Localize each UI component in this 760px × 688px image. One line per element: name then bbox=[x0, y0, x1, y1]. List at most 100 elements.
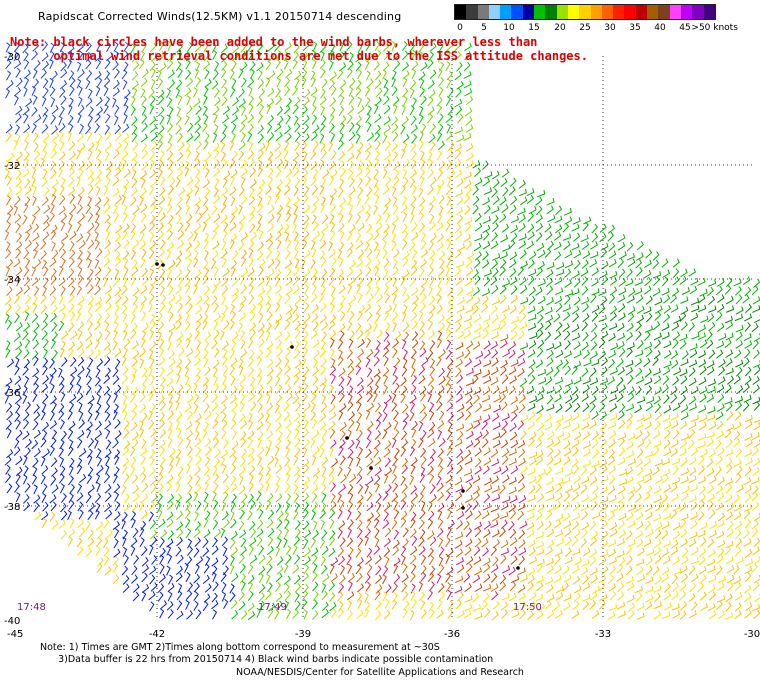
wind-barb bbox=[69, 52, 74, 63]
wind-barb bbox=[149, 104, 155, 115]
wind-barb bbox=[374, 285, 380, 296]
wind-barb bbox=[598, 556, 607, 566]
wind-barb bbox=[383, 284, 389, 295]
wind-barb bbox=[400, 275, 406, 286]
wind-barb bbox=[338, 392, 345, 403]
wind-barb bbox=[427, 113, 434, 124]
wind-barb bbox=[123, 554, 129, 565]
wind-barb bbox=[357, 429, 363, 440]
wind-barb bbox=[681, 287, 690, 295]
wind-barb bbox=[429, 257, 435, 268]
wind-barb bbox=[391, 142, 398, 153]
wind-barb bbox=[167, 168, 174, 179]
wind-barb bbox=[24, 401, 31, 412]
wind-barb bbox=[185, 358, 192, 369]
wind-barb bbox=[562, 323, 570, 333]
wind-barb bbox=[429, 213, 435, 224]
wind-barb bbox=[347, 283, 353, 294]
wind-barb bbox=[645, 402, 653, 412]
wind-barb bbox=[130, 230, 136, 241]
wind-barb bbox=[293, 43, 300, 54]
wind-barb bbox=[383, 78, 389, 89]
wind-barb bbox=[411, 287, 419, 297]
wind-barb bbox=[257, 113, 264, 124]
wind-barb bbox=[221, 591, 227, 602]
wind-barb bbox=[150, 204, 157, 215]
wind-barb bbox=[229, 365, 236, 376]
wind-barb bbox=[221, 285, 229, 296]
wind-barb bbox=[293, 231, 299, 242]
wind-barb bbox=[717, 322, 725, 332]
wind-barb bbox=[220, 312, 226, 323]
wind-barb bbox=[139, 170, 148, 180]
wind-barb bbox=[283, 104, 291, 115]
wind-barb bbox=[655, 411, 662, 421]
wind-barb bbox=[752, 466, 760, 476]
wind-barb bbox=[184, 383, 192, 394]
wind-barb bbox=[680, 492, 689, 502]
wind-barb bbox=[447, 412, 454, 423]
wind-barb bbox=[177, 94, 183, 105]
contamination-marker bbox=[516, 566, 520, 570]
wind-barb bbox=[555, 585, 564, 594]
wind-barb bbox=[175, 177, 181, 188]
wind-barb bbox=[184, 403, 192, 413]
wind-barb bbox=[717, 303, 725, 313]
wind-barb bbox=[662, 556, 671, 565]
wind-barb bbox=[374, 590, 381, 601]
wind-barb bbox=[438, 250, 446, 261]
wind-barb bbox=[265, 330, 271, 341]
wind-barb bbox=[76, 221, 82, 232]
contamination-marker bbox=[161, 263, 165, 267]
wind-barb bbox=[202, 178, 211, 189]
wind-barb bbox=[67, 186, 76, 196]
wind-barb bbox=[284, 159, 289, 170]
wind-barb bbox=[374, 430, 382, 440]
wind-barb bbox=[517, 440, 526, 449]
wind-barb bbox=[607, 611, 616, 620]
wind-barb bbox=[13, 205, 19, 216]
wind-barb bbox=[446, 430, 453, 441]
wind-barb bbox=[302, 476, 310, 486]
wind-barb bbox=[392, 161, 401, 171]
wind-barb bbox=[267, 214, 275, 224]
wind-barb bbox=[338, 583, 345, 594]
wind-barb bbox=[635, 385, 642, 396]
wind-barb bbox=[481, 288, 490, 297]
wind-barb bbox=[139, 187, 147, 198]
wind-barb bbox=[213, 473, 220, 484]
wind-barb bbox=[688, 359, 698, 368]
wind-barb bbox=[745, 303, 752, 314]
wind-barb bbox=[564, 250, 573, 259]
wind-barb bbox=[402, 304, 408, 315]
wind-barb bbox=[23, 349, 30, 359]
wind-barb bbox=[537, 386, 545, 396]
legend-swatch bbox=[534, 5, 546, 19]
wind-barb bbox=[133, 554, 140, 565]
wind-barb bbox=[158, 518, 166, 528]
wind-barb bbox=[465, 394, 473, 404]
wind-barb bbox=[31, 350, 39, 360]
wind-barb bbox=[69, 483, 76, 494]
wind-barb bbox=[383, 448, 391, 458]
wind-barb bbox=[456, 456, 464, 466]
wind-barb bbox=[68, 322, 75, 333]
wind-barb bbox=[229, 239, 235, 250]
wind-barb bbox=[617, 457, 626, 466]
wind-barb bbox=[465, 124, 474, 133]
wind-barb bbox=[85, 204, 92, 215]
wind-barb bbox=[445, 572, 451, 583]
wind-barb bbox=[484, 171, 493, 179]
wind-barb bbox=[239, 563, 246, 574]
wind-barb bbox=[436, 241, 444, 252]
wind-barb bbox=[42, 60, 50, 71]
wind-barb bbox=[168, 463, 174, 474]
wind-barb bbox=[303, 249, 311, 259]
wind-barb bbox=[364, 167, 371, 178]
wind-barb bbox=[186, 41, 193, 52]
wind-barb bbox=[591, 233, 599, 243]
wind-barb bbox=[446, 149, 454, 160]
wind-barb bbox=[78, 213, 86, 223]
legend-swatch bbox=[477, 5, 489, 19]
wind-barb bbox=[680, 457, 688, 467]
